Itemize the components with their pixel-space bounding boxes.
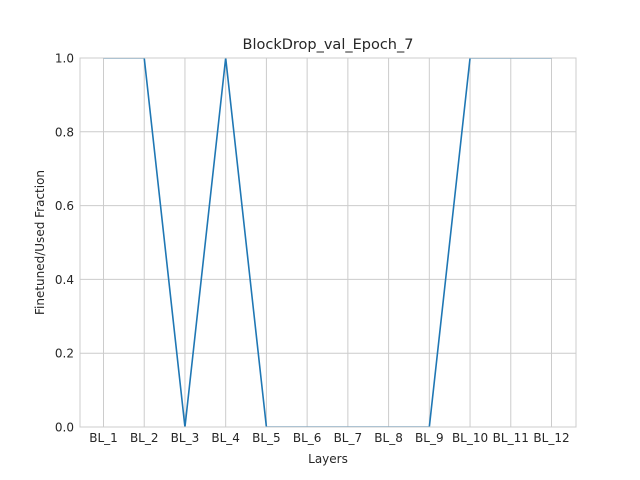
y-axis-label: Finetuned/Used Fraction xyxy=(33,170,47,315)
plot-area xyxy=(103,58,552,427)
x-tick-label: BL_8 xyxy=(374,431,403,445)
x-axis-ticks: BL_1 BL_2 BL_3 BL_4 BL_5 BL_6 BL_7 BL_8 BL_9 BL_1… xyxy=(89,431,569,445)
x-tick-label: BL_11 xyxy=(493,431,529,445)
chart-title: BlockDrop_val_Epoch_7 xyxy=(243,37,414,53)
y-tick-label: 0.4 xyxy=(55,273,74,287)
y-tick-label: 1.0 xyxy=(55,52,74,66)
x-axis-label: Layers xyxy=(308,452,348,466)
x-tick-label: BL_6 xyxy=(293,431,322,445)
y-tick-label: 0.0 xyxy=(55,421,74,435)
x-tick-label: BL_12 xyxy=(533,431,569,445)
grid-lines xyxy=(80,57,576,428)
plot-frame xyxy=(79,57,577,428)
x-tick-label: BL_3 xyxy=(171,431,200,445)
y-tick-label: 0.2 xyxy=(55,347,74,361)
x-tick-label: BL_4 xyxy=(211,431,240,445)
x-tick-label: BL_2 xyxy=(130,431,159,445)
series-line xyxy=(103,58,552,427)
x-tick-label: BL_1 xyxy=(89,431,118,445)
y-axis-ticks: 0.0 0.2 0.4 0.6 0.8 1.0 xyxy=(55,52,74,435)
y-tick-label: 0.6 xyxy=(55,199,74,213)
x-tick-label: BL_10 xyxy=(452,431,488,445)
x-tick-label: BL_7 xyxy=(334,431,363,445)
x-tick-label: BL_9 xyxy=(415,431,444,445)
x-tick-label: BL_5 xyxy=(252,431,281,445)
y-tick-label: 0.8 xyxy=(55,125,74,139)
